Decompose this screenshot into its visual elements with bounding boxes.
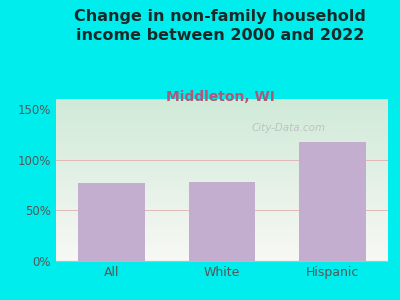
Bar: [300, 142, 366, 261]
Text: City-Data.com: City-Data.com: [251, 123, 326, 133]
Bar: [189, 182, 255, 261]
Text: Change in non-family household
income between 2000 and 2022: Change in non-family household income be…: [74, 9, 366, 43]
Text: Middleton, WI: Middleton, WI: [166, 90, 274, 104]
Bar: [78, 183, 144, 261]
